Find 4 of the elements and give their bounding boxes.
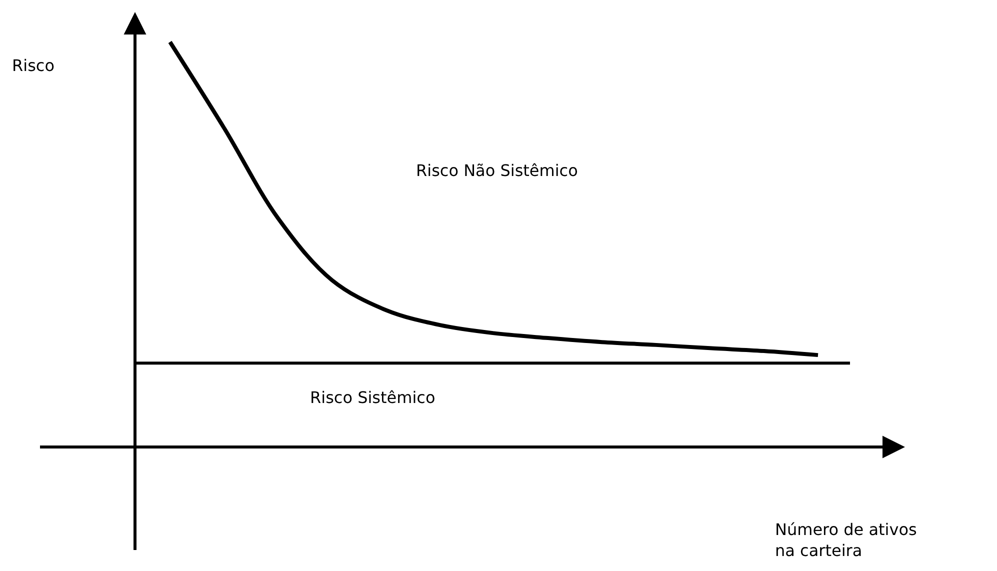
x-axis-title: Número de ativos na carteira [775, 520, 917, 560]
text: Risco [12, 56, 54, 75]
ref-line-label: Risco Sistêmico [310, 388, 436, 407]
annotation: Risco Não Sistêmico [416, 161, 578, 180]
